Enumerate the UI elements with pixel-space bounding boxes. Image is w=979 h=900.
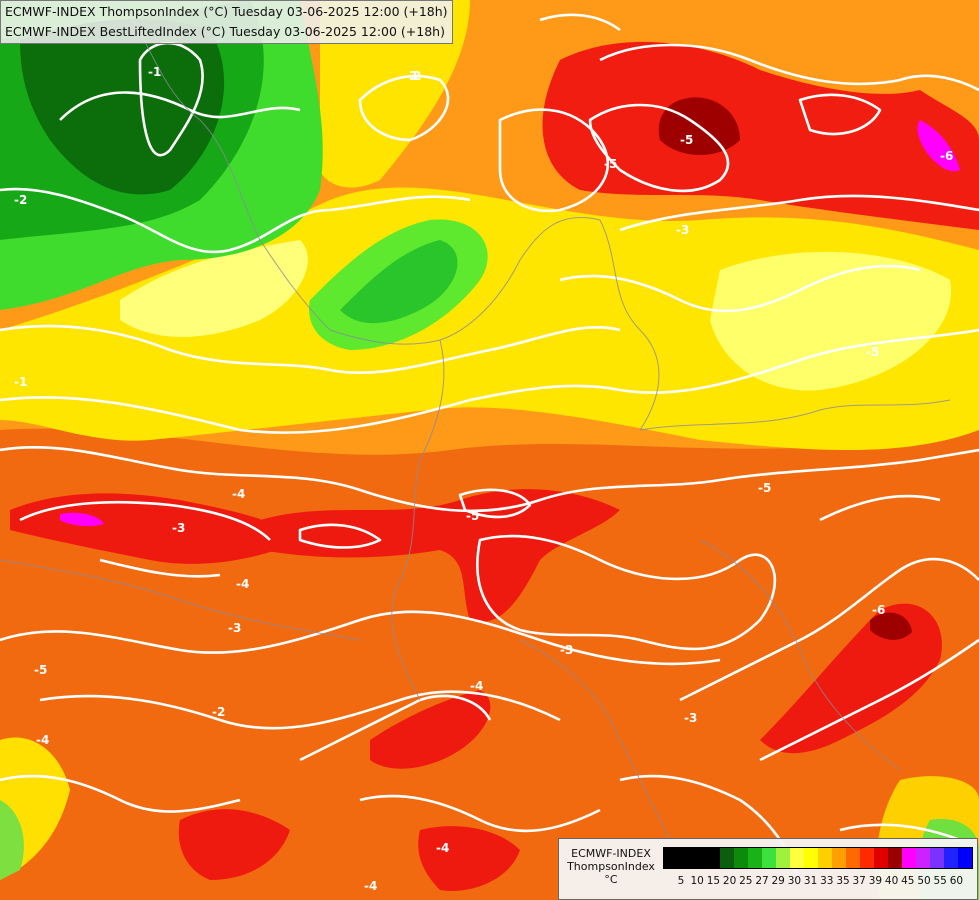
contour-label: -2 <box>14 193 27 207</box>
legend-tick-label: 25 <box>739 875 753 887</box>
legend-tick-label: 50 <box>917 875 931 887</box>
light-yellow-belt <box>710 251 952 391</box>
legend-swatch <box>734 848 748 868</box>
legend-swatch <box>692 848 706 868</box>
contour-label: -5 <box>34 663 47 677</box>
contour-label: -4 <box>232 487 245 501</box>
contour-label: -5 <box>866 345 879 359</box>
legend-swatch <box>706 848 720 868</box>
contour-label: -4 <box>470 679 483 693</box>
contour-label: -3 <box>228 621 241 635</box>
legend-label: ECMWF-INDEX ThompsonIndex °C <box>563 847 659 886</box>
legend-tick-label: 20 <box>722 875 737 887</box>
contour-label: -2 <box>404 69 417 83</box>
magenta-spot-west <box>60 512 104 527</box>
legend-tick-label: 27 <box>755 875 769 887</box>
red-band-west <box>10 493 300 564</box>
contour-label: -3 <box>684 711 697 725</box>
legend-tick-label: 39 <box>868 875 883 887</box>
magenta-spot-northeast <box>917 120 960 172</box>
legend-swatch <box>790 848 804 868</box>
legend-swatch <box>846 848 860 868</box>
legend-swatch <box>874 848 888 868</box>
legend-tick-label: 30 <box>787 875 802 887</box>
legend-tick-label: 29 <box>771 875 785 887</box>
legend-unit: °C <box>604 873 618 886</box>
legend-tick-label: 33 <box>820 875 834 887</box>
legend-swatch <box>930 848 944 868</box>
legend-swatch <box>832 848 846 868</box>
contour-label: -1 <box>14 375 27 389</box>
legend-tick-label: 40 <box>884 875 899 887</box>
red-region-northeast <box>542 41 979 231</box>
contour-label: -4 <box>36 733 49 747</box>
legend-swatch <box>916 848 930 868</box>
legend-swatch <box>678 848 692 868</box>
legend-swatch <box>720 848 734 868</box>
contour-label: -6 <box>872 603 885 617</box>
contour-label: -6 <box>940 149 953 163</box>
legend-swatch <box>888 848 902 868</box>
legend-tick-label: 60 <box>949 875 964 887</box>
legend-parameter: ThompsonIndex <box>567 860 655 873</box>
legend-swatch <box>902 848 916 868</box>
legend-swatch <box>776 848 790 868</box>
legend-swatch <box>818 848 832 868</box>
legend-model: ECMWF-INDEX <box>571 847 651 860</box>
legend-tick-label: 31 <box>803 875 818 887</box>
contour-label: -5 <box>680 133 693 147</box>
contour-label: -1 <box>148 65 161 79</box>
legend-tick-label: 15 <box>706 875 721 887</box>
red-band-central <box>260 489 620 622</box>
legend-swatch <box>762 848 776 868</box>
contour-label: -4 <box>364 879 377 893</box>
legend-tick-label: 5 <box>677 875 685 887</box>
legend-swatch <box>748 848 762 868</box>
color-legend: ECMWF-INDEX ThompsonIndex °C 5 10 15 20 25 27… <box>558 838 978 900</box>
legend-tick-label: 10 <box>690 875 704 887</box>
legend-swatch <box>664 848 678 868</box>
contour-label: -3 <box>172 521 185 535</box>
contour-label: -2 <box>212 705 225 719</box>
contour-label: -5 <box>466 509 479 523</box>
legend-swatch <box>804 848 818 868</box>
legend-tick-label: 37 <box>852 875 866 887</box>
legend-swatch <box>958 848 972 868</box>
map-title-bestlifted: ECMWF-INDEX BestLiftedIndex (°C) Tuesday… <box>5 24 445 39</box>
contour-label: -4 <box>436 841 449 855</box>
legend-swatch <box>860 848 874 868</box>
contour-label: -3 <box>676 223 689 237</box>
map-title-box: ECMWF-INDEX ThompsonIndex (°C) Tuesday 0… <box>0 0 453 44</box>
country-borders <box>0 0 951 861</box>
map-title-thompson: ECMWF-INDEX ThompsonIndex (°C) Tuesday 0… <box>5 4 448 19</box>
contour-label: -5 <box>604 157 617 171</box>
legend-tick-label: 45 <box>901 875 915 887</box>
contour-label: -5 <box>758 481 771 495</box>
red-band-southeast <box>760 603 942 754</box>
contour-label: -4 <box>236 577 249 591</box>
contour-label: -2 <box>408 69 421 83</box>
legend-swatch <box>944 848 958 868</box>
legend-color-bar <box>663 847 973 869</box>
legend-tick-label: 55 <box>933 875 947 887</box>
contour-label: -3 <box>560 643 573 657</box>
legend-tick-label: 35 <box>836 875 850 887</box>
